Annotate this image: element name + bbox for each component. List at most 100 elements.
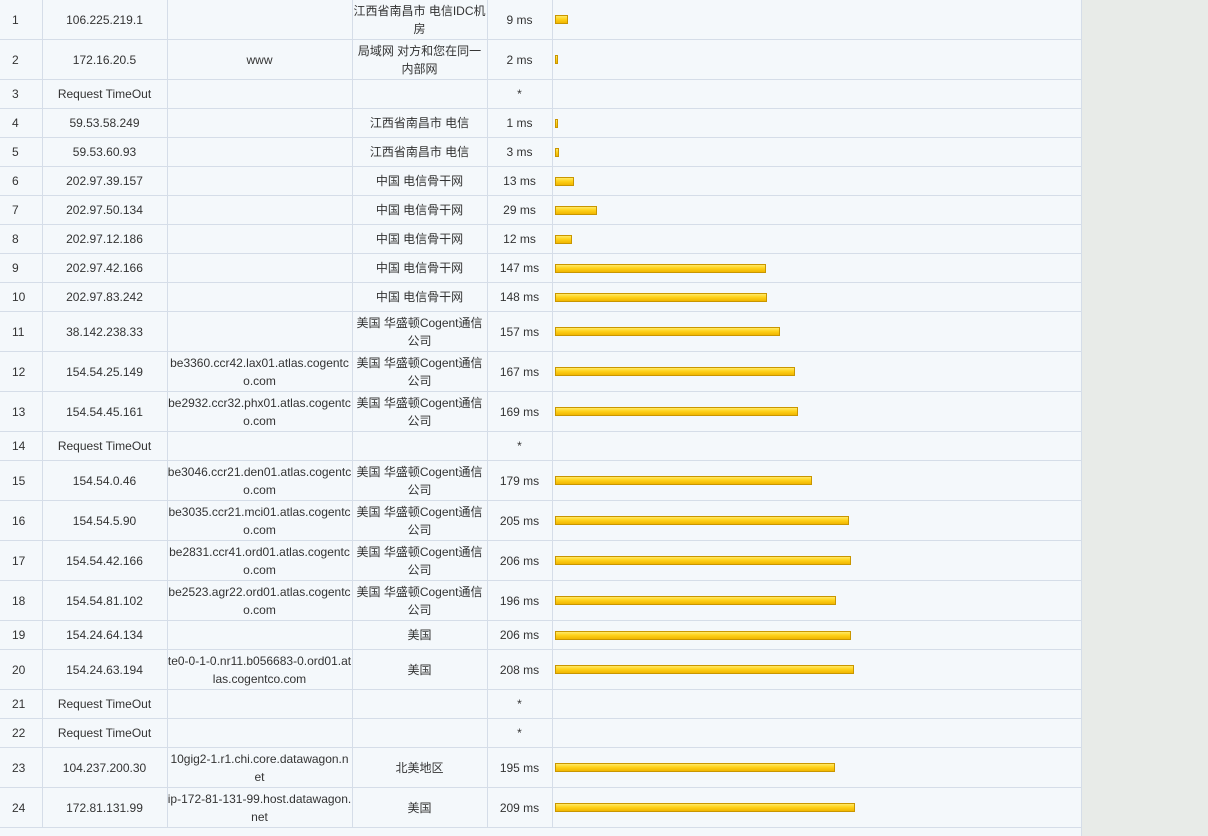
latency-bar-cell [552,195,1081,225]
latency-bar-cell [552,649,1081,690]
latency-bar-cell [552,79,1081,109]
location: 美国 [352,787,488,828]
response-time: 206 ms [487,540,553,581]
hop-number: 18 [0,580,43,621]
response-time: * [487,431,553,461]
latency-bar [554,263,766,273]
hop-number: 21 [0,689,43,719]
location: 美国 华盛顿Cogent通信公司 [352,540,488,581]
ip-address: 202.97.39.157 [42,166,168,196]
hop-number: 1 [0,0,43,40]
hostname [167,137,353,167]
response-time: 206 ms [487,620,553,650]
latency-bar-cell [552,580,1081,621]
latency-bar-cell [552,351,1081,392]
hostname: be3360.ccr42.lax01.atlas.cogentco.com [167,351,353,392]
traceroute-rows: 1 106.225.219.1 江西省南昌市 电信IDC机房 9 ms 2 172.16.… [0,0,1081,828]
table-row: 11 38.142.238.33 美国 华盛顿Cogent通信公司 157 ms [0,311,1081,352]
location [352,718,488,748]
location [352,431,488,461]
table-row: 14 Request TimeOut * [0,431,1081,461]
latency-bar-cell [552,282,1081,312]
hop-number: 15 [0,460,43,501]
response-time: * [487,689,553,719]
latency-bar [554,367,795,376]
response-time: 3 ms [487,137,553,167]
hostname: te0-0-1-0.nr11.b056683-0.ord01.atlas.cog… [167,649,353,690]
latency-bar [554,147,559,157]
location: 美国 华盛顿Cogent通信公司 [352,500,488,541]
latency-bar-cell [552,166,1081,196]
response-time: 147 ms [487,253,553,283]
latency-bar [554,205,597,215]
response-time: 148 ms [487,282,553,312]
hop-number: 9 [0,253,43,283]
latency-bar [554,803,855,812]
table-row: 3 Request TimeOut * [0,79,1081,109]
hostname [167,166,353,196]
latency-bar-cell [552,108,1081,138]
ip-address: 154.54.42.166 [42,540,168,581]
ip-address: 172.16.20.5 [42,39,168,80]
hop-number: 14 [0,431,43,461]
latency-bar [554,556,851,565]
hostname: be2831.ccr41.ord01.atlas.cogentco.com [167,540,353,581]
table-row: 1 106.225.219.1 江西省南昌市 电信IDC机房 9 ms [0,0,1081,40]
table-row: 12 154.54.25.149 be3360.ccr42.lax01.atlas.… [0,351,1081,392]
ip-address: 154.24.63.194 [42,649,168,690]
latency-bar [554,176,574,186]
location: 中国 电信骨干网 [352,195,488,225]
table-row: 5 59.53.60.93 江西省南昌市 电信 3 ms [0,137,1081,167]
ip-address: 59.53.60.93 [42,137,168,167]
table-row: 24 172.81.131.99 ip-172-81-131-99.host.dat… [0,787,1081,828]
hostname [167,224,353,254]
response-time: 9 ms [487,0,553,40]
latency-bar-cell [552,39,1081,80]
response-time: 195 ms [487,747,553,788]
response-time: 13 ms [487,166,553,196]
location [352,79,488,109]
hostname [167,79,353,109]
table-row: 22 Request TimeOut * [0,718,1081,748]
latency-bar-cell [552,787,1081,828]
latency-bar [554,516,849,525]
ip-address: 154.54.45.161 [42,391,168,432]
table-row: 2 172.16.20.5 www 局域网 对方和您在同一内部网 2 ms [0,39,1081,80]
hostname [167,689,353,719]
hop-number: 19 [0,620,43,650]
table-row: 21 Request TimeOut * [0,689,1081,719]
hostname: be2523.agr22.ord01.atlas.cogentco.com [167,580,353,621]
hop-number: 8 [0,224,43,254]
hop-number: 22 [0,718,43,748]
hop-number: 20 [0,649,43,690]
ip-address: Request TimeOut [42,431,168,461]
location: 美国 华盛顿Cogent通信公司 [352,460,488,501]
location: 江西省南昌市 电信IDC机房 [352,0,488,40]
hostname [167,431,353,461]
ip-address: 202.97.42.166 [42,253,168,283]
location: 江西省南昌市 电信 [352,108,488,138]
hop-number: 10 [0,282,43,312]
ip-address: 154.24.64.134 [42,620,168,650]
latency-bar-cell [552,0,1081,40]
latency-bar-cell [552,137,1081,167]
latency-bar [554,407,798,416]
latency-bar [554,15,568,24]
location: 中国 电信骨干网 [352,282,488,312]
hostname: be3046.ccr21.den01.atlas.cogentco.com [167,460,353,501]
hop-number: 17 [0,540,43,581]
hostname [167,718,353,748]
hostname [167,0,353,40]
hop-number: 12 [0,351,43,392]
ip-address: 154.54.5.90 [42,500,168,541]
hostname [167,311,353,352]
ip-address: 59.53.58.249 [42,108,168,138]
table-row: 7 202.97.50.134 中国 电信骨干网 29 ms [0,195,1081,225]
response-time: 29 ms [487,195,553,225]
hostname [167,620,353,650]
location: 美国 华盛顿Cogent通信公司 [352,351,488,392]
latency-bar [554,118,558,128]
latency-bar-cell [552,253,1081,283]
table-row: 19 154.24.64.134 美国 206 ms [0,620,1081,650]
ip-address: 172.81.131.99 [42,787,168,828]
